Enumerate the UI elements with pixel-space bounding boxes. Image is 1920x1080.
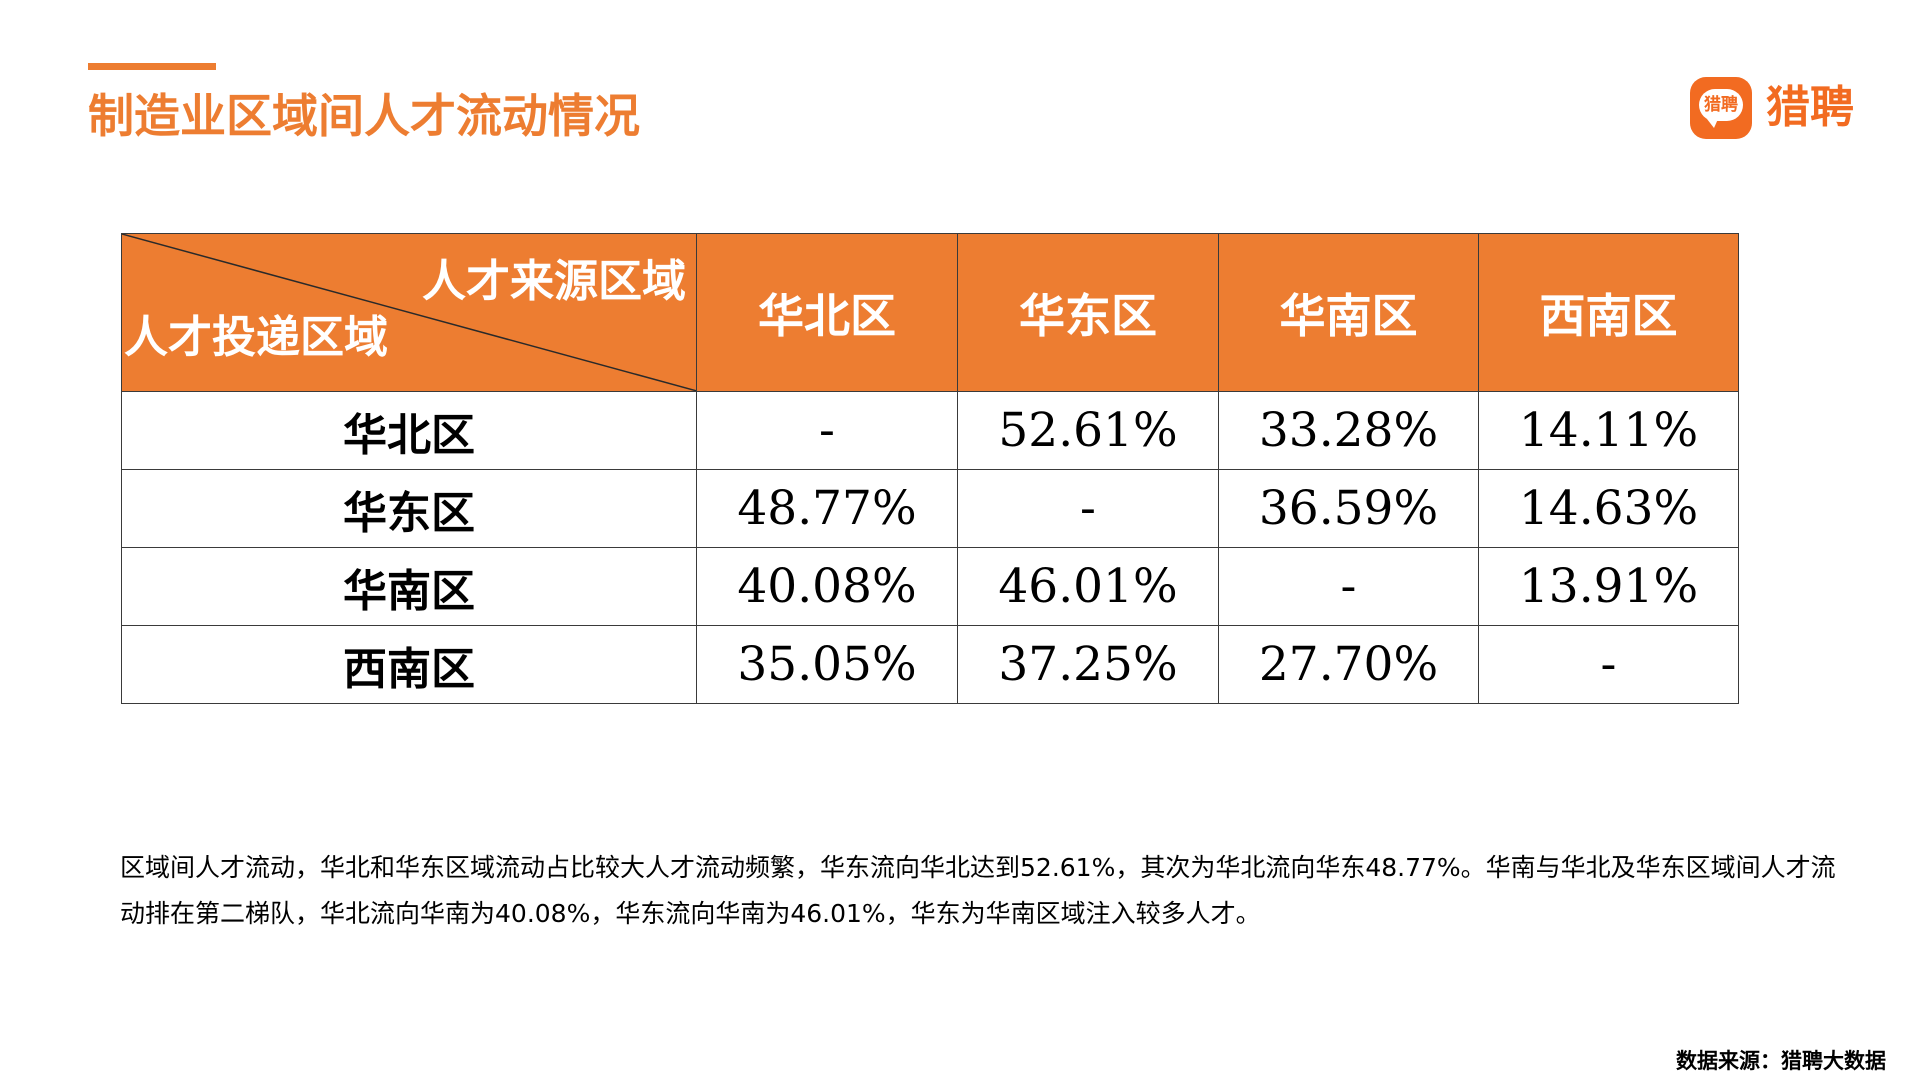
corner-source-region-label: 人才来源区域 bbox=[422, 256, 686, 307]
table-cell: 14.63% bbox=[1478, 469, 1739, 548]
liepin-logo-badge: 猎聘 bbox=[1690, 77, 1752, 139]
table-cell: 52.61% bbox=[957, 391, 1219, 470]
table-cell: 27.70% bbox=[1218, 625, 1479, 704]
title-accent-bar bbox=[88, 63, 216, 70]
column-header: 西南区 bbox=[1478, 233, 1739, 392]
column-header: 华南区 bbox=[1218, 233, 1479, 392]
row-header: 华南区 bbox=[121, 547, 697, 626]
row-header: 华北区 bbox=[121, 391, 697, 470]
liepin-logo: 猎聘 猎聘 bbox=[1690, 76, 1854, 140]
table-cell: 46.01% bbox=[957, 547, 1219, 626]
column-header: 华北区 bbox=[696, 233, 958, 392]
table-cell: - bbox=[1218, 547, 1479, 626]
corner-diagonal-line bbox=[122, 234, 696, 391]
talent-flow-table: 人才来源区域 人才投递区域 华北区 华东区 华南区 西南区 华北区 - 52.6… bbox=[121, 233, 1739, 704]
summary-paragraph: 区域间人才流动，华北和华东区域流动占比较大人才流动频繁，华东流向华北达到52.6… bbox=[120, 853, 1836, 928]
table-cell: - bbox=[957, 469, 1219, 548]
page-title: 制造业区域间人才流动情况 bbox=[88, 89, 640, 143]
logo-wordmark: 猎聘 bbox=[1766, 82, 1854, 133]
row-header: 西南区 bbox=[121, 625, 697, 704]
table-cell: - bbox=[1478, 625, 1739, 704]
table-row: 西南区 35.05% 37.25% 27.70% - bbox=[121, 625, 1739, 704]
table-cell: 35.05% bbox=[696, 625, 958, 704]
row-header: 华东区 bbox=[121, 469, 697, 548]
table-cell: 33.28% bbox=[1218, 391, 1479, 470]
table-cell: 36.59% bbox=[1218, 469, 1479, 548]
table-row: 华南区 40.08% 46.01% - 13.91% bbox=[121, 547, 1739, 626]
data-source-note: 数据来源：猎聘大数据 bbox=[1676, 1048, 1886, 1073]
table-cell: 14.11% bbox=[1478, 391, 1739, 470]
logo-badge-text: 猎聘 bbox=[1704, 95, 1738, 115]
table-row: 华北区 - 52.61% 33.28% 14.11% bbox=[121, 391, 1739, 470]
summary-text: 区域间人才流动，华北和华东区域流动占比较大人才流动频繁，华东流向华北达到52.6… bbox=[120, 845, 1840, 937]
speech-bubble-icon bbox=[1699, 89, 1743, 128]
table-row: 华东区 48.77% - 36.59% 14.63% bbox=[121, 469, 1739, 548]
table-header-row: 人才来源区域 人才投递区域 华北区 华东区 华南区 西南区 bbox=[121, 233, 1739, 392]
table-cell: 37.25% bbox=[957, 625, 1219, 704]
table-cell: 40.08% bbox=[696, 547, 958, 626]
column-header: 华东区 bbox=[957, 233, 1219, 392]
table-cell: 48.77% bbox=[696, 469, 958, 548]
table-cell: - bbox=[696, 391, 958, 470]
table-cell: 13.91% bbox=[1478, 547, 1739, 626]
table-corner-header: 人才来源区域 人才投递区域 bbox=[121, 233, 697, 392]
corner-target-region-label: 人才投递区域 bbox=[124, 312, 388, 363]
